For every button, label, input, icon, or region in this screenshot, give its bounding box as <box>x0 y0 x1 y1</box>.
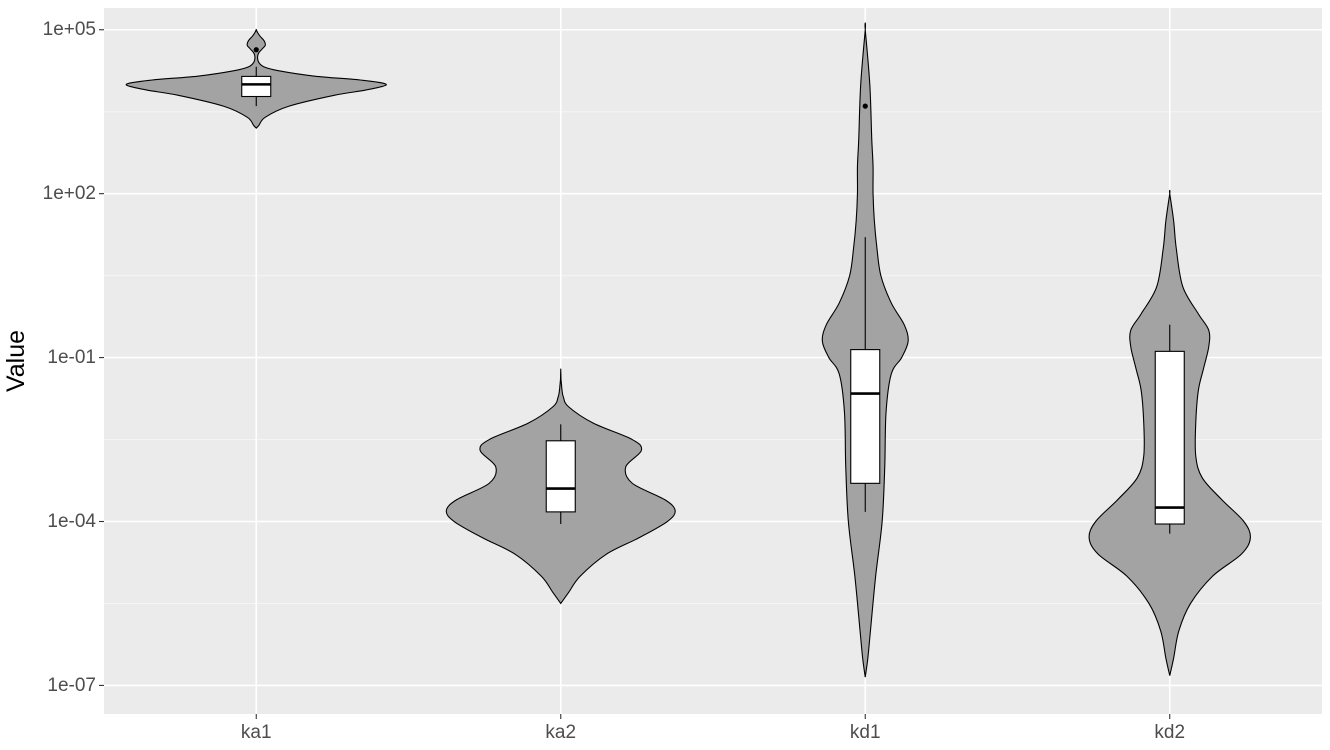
box-ka1 <box>241 75 272 98</box>
plot-panel <box>104 8 1322 714</box>
boxplots <box>241 47 1185 534</box>
minor-grid <box>104 111 1322 604</box>
box-kd1 <box>850 349 881 484</box>
box-kd2 <box>1154 350 1185 525</box>
y-tick-label: 1e-01 <box>47 347 96 368</box>
y-tick-label: 1e-07 <box>47 675 96 696</box>
x-tick-label: ka2 <box>545 722 576 743</box>
y-axis: 1e-07 1e-04 1e-01 1e+02 1e+05 <box>43 19 104 696</box>
y-tick-label: 1e+05 <box>43 19 96 40</box>
box-ka2 <box>545 440 576 513</box>
y-tick-label: 1e-04 <box>47 511 96 532</box>
y-axis-title: Value <box>2 330 30 392</box>
x-tick-label: kd2 <box>1154 722 1185 743</box>
y-tick-label: 1e+02 <box>43 183 96 204</box>
outlier-kd1 <box>862 103 868 109</box>
x-tick-label: ka1 <box>241 722 272 743</box>
x-tick-label: kd1 <box>850 722 881 743</box>
outlier-ka1 <box>253 47 259 53</box>
x-axis: ka1 ka2 kd1 kd2 <box>241 714 1185 743</box>
